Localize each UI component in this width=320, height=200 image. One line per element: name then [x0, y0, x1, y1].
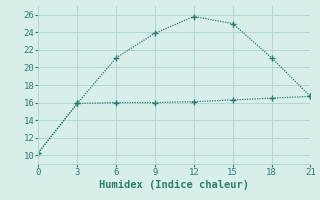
X-axis label: Humidex (Indice chaleur): Humidex (Indice chaleur)	[100, 180, 249, 190]
